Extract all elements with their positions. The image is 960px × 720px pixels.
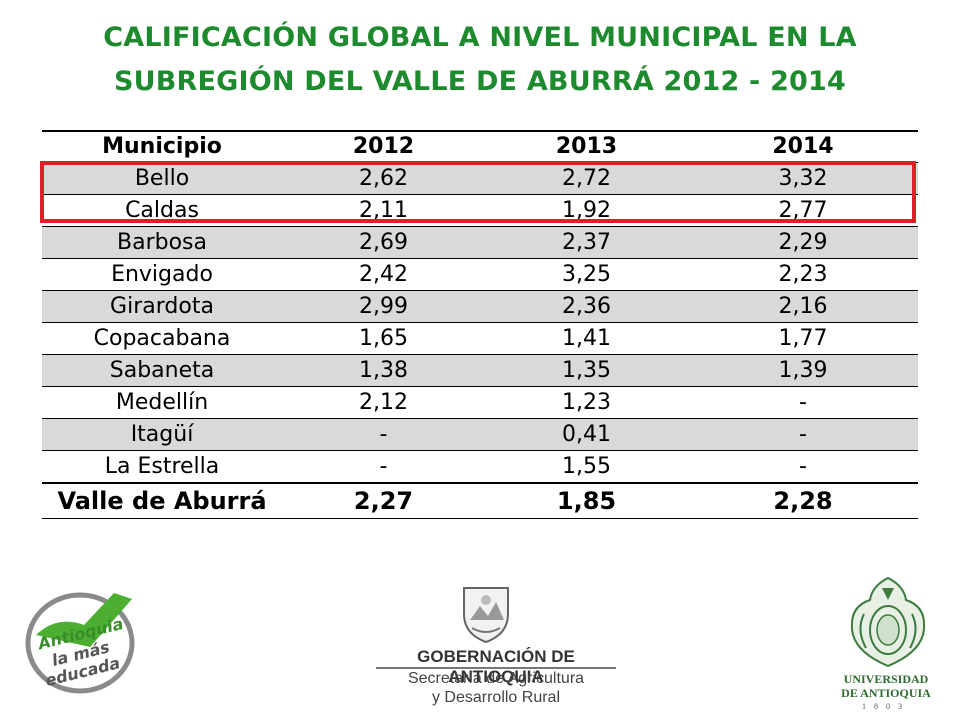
- rating-cell: -: [688, 386, 918, 419]
- table-total-row: Valle de Aburrá 2,27 1,85 2,28: [42, 482, 918, 519]
- rating-cell: 2,77: [688, 194, 918, 227]
- title-line-1: CALIFICACIÓN GLOBAL A NIVEL MUNICIPAL EN…: [103, 22, 857, 53]
- rating-cell: -: [688, 418, 918, 451]
- rating-cell: 1,38: [282, 354, 485, 387]
- table-row: Sabaneta 1,38 1,35 1,39: [42, 354, 918, 387]
- municipio-cell: Bello: [42, 162, 282, 195]
- rating-cell: 2,16: [688, 290, 918, 323]
- rating-cell: 1,77: [688, 322, 918, 355]
- table-row: La Estrella -1,55-: [42, 450, 918, 483]
- ratings-table: Municipio 2012 2013 2014 Bello 2,62 2,72 3,…: [42, 132, 918, 519]
- header-municipio: Municipio: [102, 134, 222, 159]
- municipio-cell: Itagüí: [42, 418, 282, 451]
- gov-name: GOBERNACIÓN DE ANTIOQUIA: [417, 647, 575, 686]
- municipio-cell: Copacabana: [42, 322, 282, 355]
- rating-cell: 1,55: [485, 450, 688, 483]
- table-header-row: Municipio 2012 2013 2014: [42, 132, 918, 163]
- rating-cell: 1,92: [485, 194, 688, 227]
- table-row: Itagüí -0,41-: [42, 418, 918, 451]
- rating-cell: 2,11: [282, 194, 485, 227]
- rating-cell: 0,41: [485, 418, 688, 451]
- table-row: Bello 2,62 2,72 3,32: [42, 162, 918, 195]
- municipio-cell: Medellín: [42, 386, 282, 419]
- ratings-table-container: Municipio 2012 2013 2014 Bello 2,62 2,72 3,…: [42, 120, 918, 519]
- table-row: Medellín 2,12 1,23-: [42, 386, 918, 419]
- rating-cell: 2,36: [485, 290, 688, 323]
- rating-cell: 3,25: [485, 258, 688, 291]
- slide-title: CALIFICACIÓN GLOBAL A NIVEL MUNICIPAL EN…: [0, 16, 960, 104]
- rating-cell: 2,12: [282, 386, 485, 419]
- rating-cell: 3,32: [688, 162, 918, 195]
- rating-cell: 2,37: [485, 226, 688, 259]
- gov-sub-1: Secretaría de Agricultura: [407, 670, 585, 687]
- rating-cell: 2,42: [282, 258, 485, 291]
- rating-cell: 2,69: [282, 226, 485, 259]
- rating-cell: 2,72: [485, 162, 688, 195]
- municipio-cell: Envigado: [42, 258, 282, 291]
- university-name-2: DE ANTIOQUIA: [841, 686, 931, 700]
- header-2014: 2014: [772, 134, 834, 159]
- municipio-cell: Barbosa: [42, 226, 282, 259]
- header-2013: 2013: [555, 134, 618, 159]
- rating-cell: 2,99: [282, 290, 485, 323]
- municipio-cell: Caldas: [42, 194, 282, 227]
- table-row: Envigado 2,42 3,25 2,23: [42, 258, 918, 291]
- rating-cell: 2,62: [282, 162, 485, 195]
- municipio-cell: Girardota: [42, 290, 282, 323]
- rating-cell: 1,23: [485, 386, 688, 419]
- total-2012: 2,27: [282, 482, 485, 519]
- total-label: Valle de Aburrá: [42, 482, 282, 519]
- table-top-rule: [42, 130, 918, 132]
- university-year: 1803: [862, 702, 910, 711]
- rating-cell: -: [282, 418, 485, 451]
- university-name-1: UNIVERSIDAD: [843, 672, 929, 686]
- total-2013: 1,85: [485, 482, 688, 519]
- antioquia-educada-logo: Antioquia la más educada: [25, 592, 135, 694]
- rating-cell: -: [688, 450, 918, 483]
- rating-cell: 1,35: [485, 354, 688, 387]
- rating-cell: 1,39: [688, 354, 918, 387]
- title-line-2: SUBREGIÓN DEL VALLE DE ABURRÁ 2012 - 201…: [113, 66, 847, 97]
- table-row: Caldas 2,11 1,92 2,77: [42, 194, 918, 227]
- municipio-cell: La Estrella: [42, 450, 282, 483]
- table-row: Barbosa 2,69 2,37 2,29: [42, 226, 918, 259]
- municipio-cell: Sabaneta: [42, 354, 282, 387]
- table-row: Copacabana 1,65 1,41 1,77: [42, 322, 918, 355]
- total-2014: 2,28: [688, 482, 918, 519]
- rating-cell: 2,29: [688, 226, 918, 259]
- university-seal-icon: [850, 576, 926, 668]
- coat-of-arms-icon: [463, 587, 509, 644]
- rating-cell: 1,65: [282, 322, 485, 355]
- rating-cell: 2,23: [688, 258, 918, 291]
- rating-cell: -: [282, 450, 485, 483]
- gov-divider: [376, 667, 616, 669]
- gov-sub-2: y Desarrollo Rural: [431, 689, 561, 706]
- table-row: Girardota 2,99 2,36 2,16: [42, 290, 918, 323]
- header-2012: 2012: [352, 134, 415, 159]
- checkmark-icon: [25, 592, 135, 694]
- rating-cell: 1,41: [485, 322, 688, 355]
